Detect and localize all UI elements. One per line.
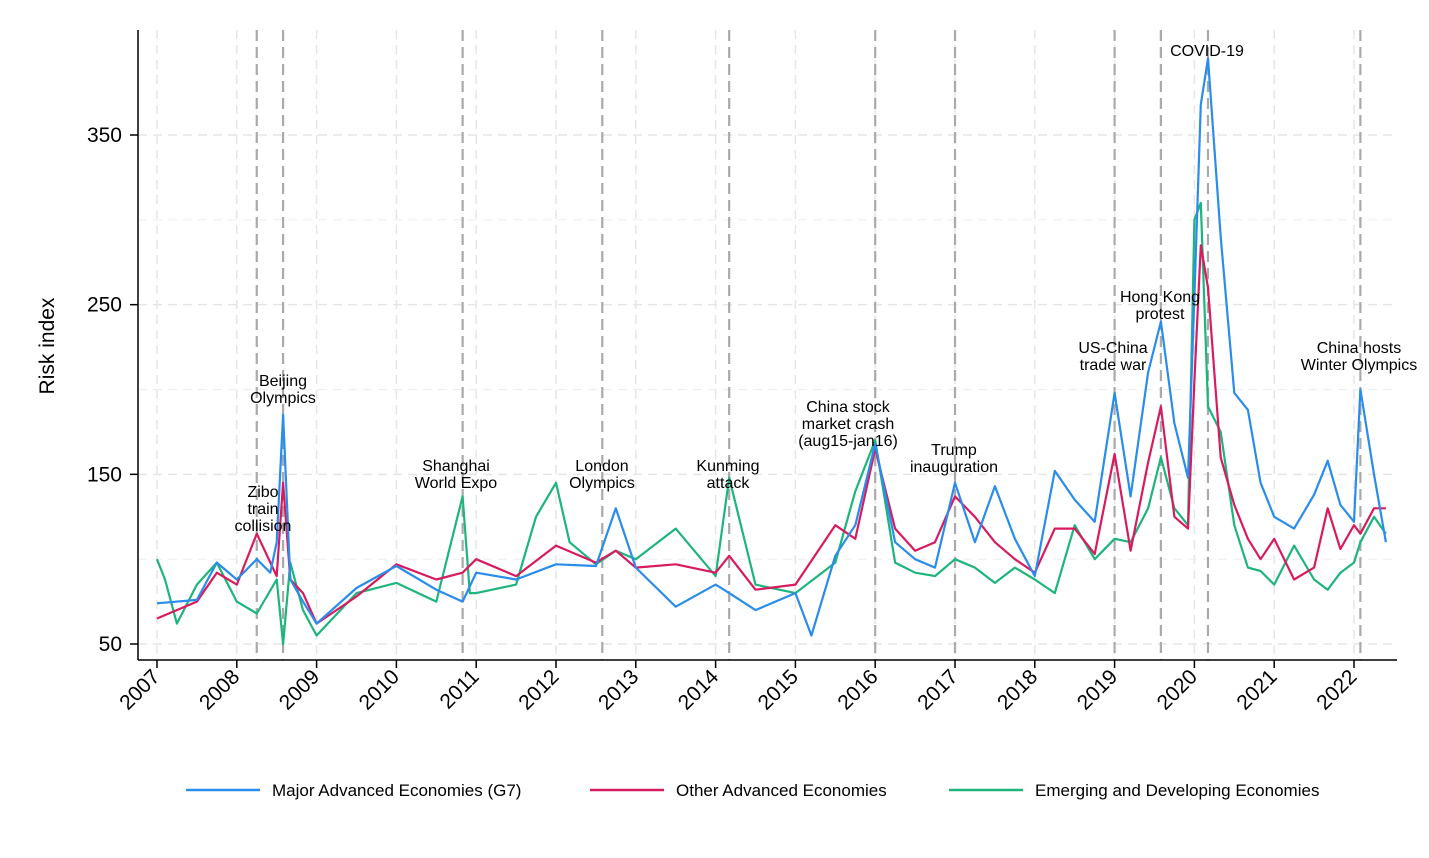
series-line-g7 xyxy=(156,57,1387,637)
x-tick-label: 2014 xyxy=(674,665,724,715)
x-tick-label: 2016 xyxy=(833,665,882,714)
series-line-other xyxy=(156,244,1386,625)
event-annotation-line: attack xyxy=(707,475,751,492)
legend: Major Advanced Economies (G7) Other Adva… xyxy=(186,781,1319,800)
event-annotation-line: (aug15-jan16) xyxy=(798,433,898,450)
legend-item-emerging: Emerging and Developing Economies xyxy=(949,781,1319,800)
x-tick-label: 2019 xyxy=(1073,665,1122,714)
x-tick-label: 2017 xyxy=(913,665,962,714)
legend-item-other: Other Advanced Economies xyxy=(590,781,887,800)
y-tick-label: 50 xyxy=(99,633,122,656)
event-annotation-line: US-China xyxy=(1078,340,1147,357)
event-annotation-line: trade war xyxy=(1080,357,1147,374)
event-annotation-line: China hosts xyxy=(1317,340,1402,357)
event-annotation-line: Winter Olympics xyxy=(1301,357,1417,374)
event-annotation-line: Zibo xyxy=(247,484,278,501)
legend-label-g7: Major Advanced Economies (G7) xyxy=(272,781,521,800)
event-annotation-line: China stock xyxy=(806,399,891,416)
x-tick-label: 2022 xyxy=(1312,665,1361,714)
event-annotation-line: Shanghai xyxy=(422,458,490,475)
legend-label-emerging: Emerging and Developing Economies xyxy=(1035,781,1319,800)
x-tick-label: 2013 xyxy=(594,665,643,714)
event-annotation-line: COVID-19 xyxy=(1170,43,1244,60)
y-axis-label: Risk index xyxy=(36,297,59,394)
event-annotation-line: World Expo xyxy=(415,475,498,492)
series-layer xyxy=(155,57,1387,646)
event-annotation-line: Kunming xyxy=(696,458,759,475)
event-annotation-line: Trump xyxy=(931,442,977,459)
event-annotation-line: market crash xyxy=(802,416,894,433)
event-annotation-line: London xyxy=(575,458,628,475)
y-tick-label: 150 xyxy=(87,463,122,486)
legend-item-g7: Major Advanced Economies (G7) xyxy=(186,781,521,800)
event-annotation: COVID-19 xyxy=(1170,43,1244,60)
x-tick-label: 2010 xyxy=(355,665,404,714)
event-annotation-line: Olympics xyxy=(569,475,635,492)
x-tick-label: 2012 xyxy=(514,665,563,714)
x-tick-label: 2008 xyxy=(195,665,244,714)
event-lines-layer xyxy=(255,30,1362,660)
y-tick-label: 250 xyxy=(87,294,122,317)
x-tick-label: 2011 xyxy=(436,665,484,713)
event-annotation-line: train xyxy=(247,501,278,518)
event-annotation-line: collision xyxy=(235,518,292,535)
series-line-emerging xyxy=(155,201,1387,646)
x-tick-label: 2009 xyxy=(275,665,324,714)
y-tick-label: 350 xyxy=(87,124,122,147)
x-tick-label: 2018 xyxy=(993,665,1042,714)
x-tick-label: 2007 xyxy=(115,665,164,714)
x-tick-label: 2021 xyxy=(1232,665,1281,714)
annotations-layer: ZibotraincollisionBeijingOlympicsShangha… xyxy=(235,43,1418,535)
event-annotation-line: Olympics xyxy=(250,390,316,407)
event-annotation-line: Hong Kong xyxy=(1120,289,1200,306)
x-tick-label: 2015 xyxy=(754,665,803,714)
x-tick-label: 2020 xyxy=(1153,665,1202,714)
event-annotation-line: protest xyxy=(1136,306,1185,323)
event-annotation-line: Beijing xyxy=(259,373,307,390)
event-annotation-line: inauguration xyxy=(910,459,998,476)
legend-label-other: Other Advanced Economies xyxy=(676,781,887,800)
